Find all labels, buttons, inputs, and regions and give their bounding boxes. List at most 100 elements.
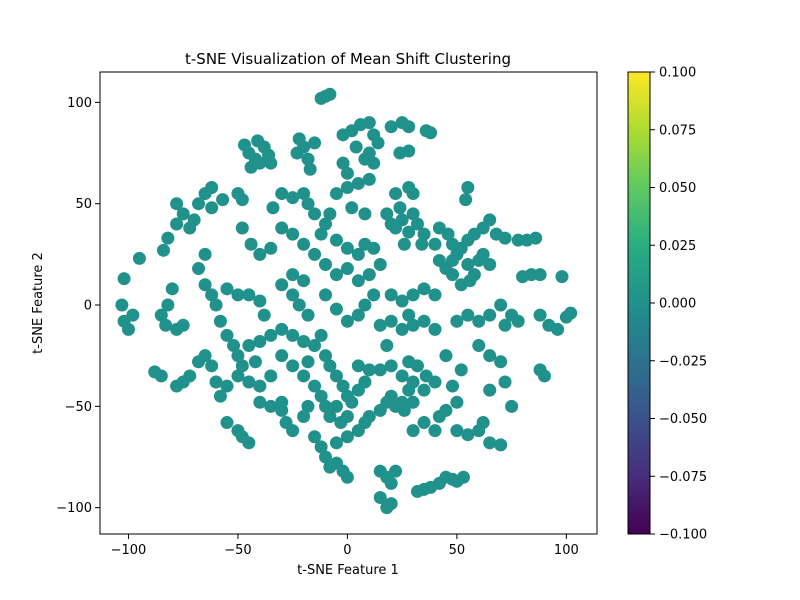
scatter-point — [238, 138, 252, 152]
scatter-point — [329, 268, 343, 282]
scatter-point — [198, 187, 212, 201]
scatter-point — [367, 288, 381, 302]
scatter-point — [187, 213, 201, 227]
scatter-point — [428, 424, 442, 438]
scatter-point — [419, 124, 433, 138]
scatter-point — [319, 450, 333, 464]
x-axis: −100 −50 0 50 100 — [111, 534, 579, 558]
scatter-point — [498, 318, 512, 332]
scatter-point — [286, 191, 300, 205]
scatter-point — [323, 359, 337, 373]
scatter-point — [505, 399, 519, 413]
colorbar-tick-label: −0.025 — [659, 354, 707, 369]
scatter-point — [450, 314, 464, 328]
scatter-point — [242, 375, 256, 389]
scatter-point — [351, 274, 365, 288]
scatter-point — [319, 399, 333, 413]
scatter-point — [336, 156, 350, 170]
scatter-point — [286, 227, 300, 241]
scatter-point — [340, 241, 354, 255]
scatter-point — [417, 416, 431, 430]
scatter-point — [286, 288, 300, 302]
scatter-point — [244, 237, 258, 251]
scatter-points — [115, 87, 578, 515]
scatter-point — [428, 322, 442, 336]
scatter-point — [373, 318, 387, 332]
scatter-point — [406, 318, 420, 332]
scatter-point — [308, 339, 322, 353]
scatter-point — [253, 379, 267, 393]
scatter-point — [220, 379, 234, 393]
y-tick-label: −100 — [56, 501, 92, 516]
scatter-point — [345, 395, 359, 409]
scatter-point — [349, 140, 363, 154]
colorbar-tick-label: 0.050 — [659, 181, 696, 196]
scatter-point — [329, 369, 343, 383]
scatter-point — [275, 278, 289, 292]
scatter-point — [483, 213, 497, 227]
scatter-point — [461, 308, 475, 322]
scatter-point — [323, 207, 337, 221]
x-tick-label: 50 — [449, 543, 466, 558]
scatter-point — [329, 302, 343, 316]
scatter-point — [319, 349, 333, 363]
scatter-point — [176, 318, 190, 332]
scatter-point — [380, 207, 394, 221]
scatter-point — [264, 156, 278, 170]
scatter-point — [319, 258, 333, 271]
scatter-point — [384, 476, 398, 490]
scatter-point — [220, 282, 234, 296]
scatter-point — [290, 146, 304, 160]
scatter-point — [154, 369, 168, 383]
scatter-point — [402, 225, 416, 239]
scatter-point — [415, 237, 429, 251]
scatter-point — [362, 409, 376, 423]
scatter-point — [132, 251, 146, 265]
scatter-point — [384, 359, 398, 373]
scatter-point — [362, 172, 376, 186]
scatter-point — [264, 328, 278, 342]
scatter-point — [402, 308, 416, 322]
scatter-point — [406, 424, 420, 438]
scatter-point — [351, 176, 365, 190]
scatter-point — [161, 231, 175, 245]
scatter-point — [454, 363, 468, 377]
scatter-point — [428, 375, 442, 389]
scatter-point — [314, 227, 328, 241]
scatter-point — [511, 314, 525, 328]
scatter-point — [156, 243, 170, 257]
scatter-point — [336, 379, 350, 393]
colorbar-tick-label: 0.100 — [659, 66, 696, 81]
scatter-point — [323, 87, 337, 101]
scatter-point — [358, 298, 372, 312]
scatter-point — [220, 416, 234, 430]
scatter-point — [483, 258, 497, 271]
scatter-point — [275, 322, 289, 336]
scatter-point — [314, 389, 328, 403]
colorbar-tick-label: −0.100 — [659, 528, 707, 543]
scatter-point — [301, 399, 315, 413]
scatter-point — [428, 237, 442, 251]
scatter-point — [323, 409, 337, 423]
scatter-point — [205, 359, 219, 373]
scatter-point — [297, 187, 311, 201]
scatter-point — [358, 207, 372, 221]
scatter-point — [417, 314, 431, 328]
y-axis: −100 −50 0 50 100 — [56, 96, 100, 516]
scatter-point — [494, 438, 508, 452]
x-tick-label: −50 — [224, 543, 251, 558]
scatter-point — [395, 322, 409, 336]
scatter-point — [406, 288, 420, 302]
scatter-point — [121, 322, 135, 336]
scatter-point — [498, 375, 512, 389]
scatter-point — [362, 116, 376, 130]
scatter-point — [286, 328, 300, 342]
scatter-point — [445, 268, 459, 282]
scatter-point — [395, 369, 409, 383]
scatter-point — [445, 379, 459, 393]
colorbar-tick-label: −0.050 — [659, 412, 707, 427]
scatter-point — [461, 181, 475, 194]
scatter-point — [205, 288, 219, 302]
scatter-point — [472, 339, 486, 353]
scatter-point — [373, 258, 387, 271]
